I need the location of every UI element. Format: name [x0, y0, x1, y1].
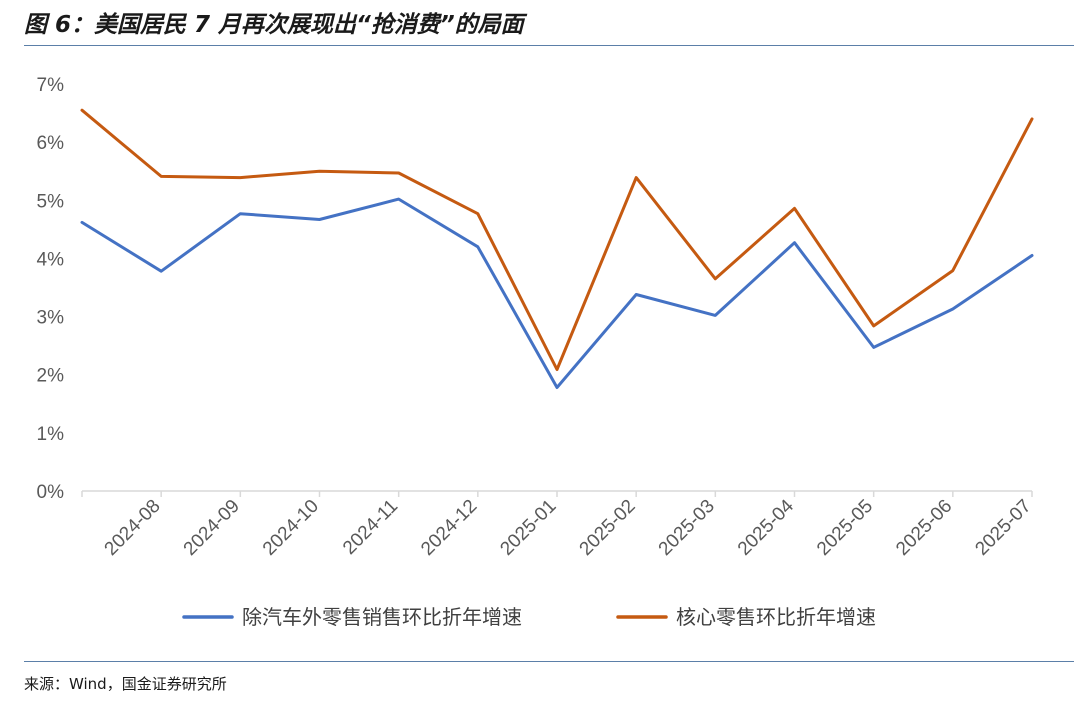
series-line-2 — [80, 108, 1034, 371]
y-axis: 0% 1% 2% 3% 4% 5% 6% 7% — [37, 75, 65, 503]
x-tick-label: 2025-02 — [576, 496, 640, 560]
x-tick-label: 2025-07 — [971, 496, 1035, 560]
x-tick-label: 2025-01 — [496, 496, 560, 560]
line-chart: 0% 1% 2% 3% 4% 5% 6% 7% 2024-08 2024-09 2024-10 20… — [37, 75, 1036, 629]
x-tick-label: 2024-10 — [259, 496, 323, 560]
x-tick-label: 2025-05 — [813, 496, 877, 560]
x-tick-label: 2024-11 — [339, 496, 402, 559]
y-tick-label: 6% — [37, 133, 65, 154]
y-tick-label: 2% — [37, 366, 65, 387]
figure-title: 图 6：美国居民 7 月再次展现出“抢消费”的局面 — [24, 12, 524, 38]
x-tick-label: 2025-04 — [734, 495, 798, 559]
y-tick-label: 4% — [37, 249, 65, 270]
series-line-1 — [80, 197, 1034, 389]
x-tick-label: 2025-03 — [655, 496, 719, 560]
x-axis: 2024-08 2024-09 2024-10 2024-11 2024-12 2025-… — [101, 495, 1036, 559]
x-tick-label: 2024-08 — [101, 496, 165, 560]
legend-label-2: 核心零售环比折年增速 — [676, 605, 876, 629]
x-axis-tick-marks — [81, 491, 1033, 497]
y-tick-label: 1% — [37, 424, 65, 445]
series-layer — [80, 108, 1034, 389]
legend-label-1: 除汽车外零售销售环比折年增速 — [242, 605, 522, 629]
legend: 除汽车外零售销售环比折年增速 核心零售环比折年增速 — [182, 605, 876, 629]
x-tick-label: 2025-06 — [892, 496, 956, 560]
x-tick-label: 2024-09 — [180, 496, 244, 560]
y-tick-label: 3% — [37, 308, 65, 329]
y-tick-label: 7% — [37, 75, 65, 96]
title-divider — [24, 45, 1074, 46]
source-note: 来源：Wind，国金证券研究所 — [24, 675, 227, 693]
y-tick-label: 5% — [37, 191, 65, 212]
source-divider — [24, 661, 1074, 662]
x-tick-label: 2024-12 — [417, 496, 481, 560]
y-tick-label: 0% — [37, 482, 65, 503]
